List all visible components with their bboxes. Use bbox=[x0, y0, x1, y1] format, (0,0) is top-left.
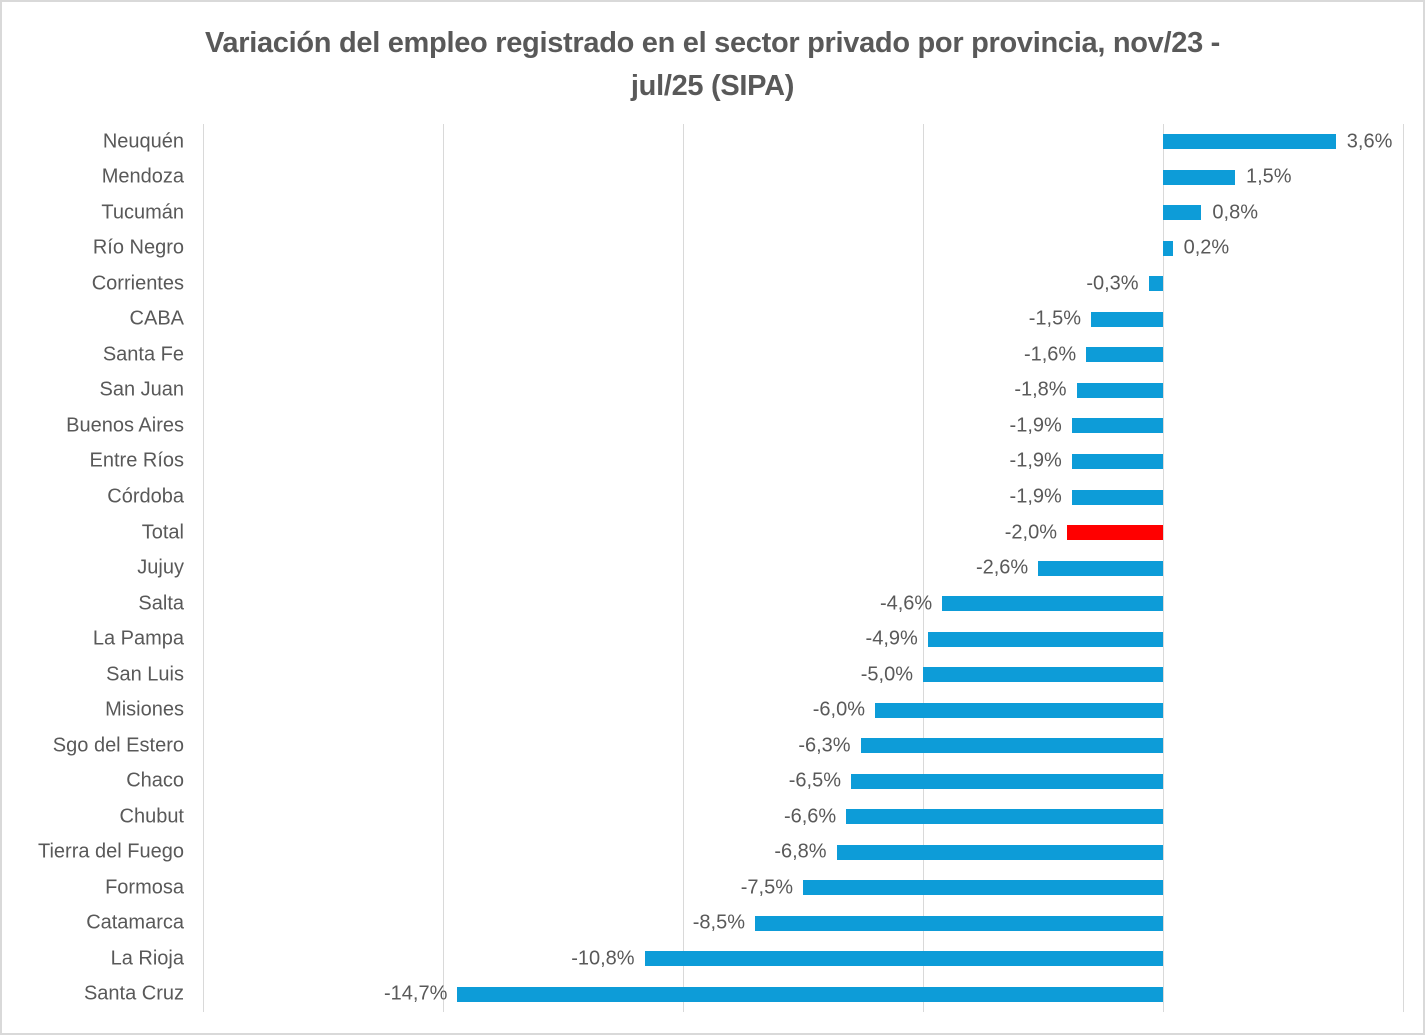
bar bbox=[1163, 169, 1235, 185]
bar bbox=[1071, 418, 1163, 434]
category-label: Catamarca bbox=[86, 911, 184, 934]
value-label: -1,6% bbox=[1023, 343, 1077, 366]
bar-total bbox=[1067, 525, 1163, 540]
gridline bbox=[203, 124, 204, 1012]
axis-zero-line bbox=[1163, 124, 1164, 1012]
value-label: -6,0% bbox=[812, 698, 865, 721]
value-label: -0,3% bbox=[1086, 272, 1139, 295]
bar bbox=[1038, 560, 1163, 576]
value-label: -1,9% bbox=[1009, 485, 1062, 508]
category-label: Jujuy bbox=[137, 556, 184, 579]
bar bbox=[1148, 276, 1163, 292]
value-label: -1,8% bbox=[1014, 378, 1067, 401]
value-label: 0,2% bbox=[1183, 236, 1230, 259]
category-label: Entre Ríos bbox=[89, 449, 184, 472]
value-label: -6,8% bbox=[774, 840, 827, 863]
value-label: -6,6% bbox=[783, 805, 837, 828]
value-label: -6,5% bbox=[788, 769, 841, 792]
bar bbox=[875, 702, 1163, 718]
chart-title: Variación del empleo registrado en el se… bbox=[2, 22, 1423, 108]
category-label: Chaco bbox=[126, 769, 184, 792]
bar bbox=[927, 631, 1163, 647]
category-label: Corrientes bbox=[91, 272, 184, 295]
value-label: -10,8% bbox=[571, 947, 635, 970]
gridline bbox=[443, 124, 444, 1012]
category-label: CABA bbox=[129, 307, 184, 330]
value-label: -1,9% bbox=[1009, 414, 1062, 437]
gridline bbox=[1403, 124, 1404, 1012]
category-label: Total bbox=[141, 521, 184, 543]
category-label: San Luis bbox=[106, 663, 184, 686]
category-label: Santa Cruz bbox=[83, 982, 184, 1005]
bar bbox=[803, 880, 1163, 896]
category-label: Santa Fe bbox=[102, 343, 184, 366]
category-label: La Pampa bbox=[92, 627, 184, 650]
category-label: Tierra del Fuego bbox=[38, 840, 184, 863]
category-label: Chubut bbox=[119, 805, 185, 828]
bar bbox=[1071, 489, 1163, 505]
chart-title-line-2: jul/25 (SIPA) bbox=[630, 70, 795, 102]
value-label: -2,6% bbox=[975, 556, 1029, 579]
category-label: Córdoba bbox=[107, 485, 184, 508]
bar bbox=[1071, 453, 1163, 469]
bar bbox=[1076, 382, 1163, 398]
category-label: Neuquén bbox=[102, 130, 184, 153]
value-label: -8,5% bbox=[692, 911, 745, 934]
bar bbox=[860, 738, 1163, 754]
value-label: -1,5% bbox=[1028, 307, 1081, 330]
category-label: La Rioja bbox=[110, 947, 184, 970]
bar bbox=[846, 809, 1163, 825]
chart-title-line-1: Variación del empleo registrado en el se… bbox=[204, 27, 1221, 59]
value-label: 0,8% bbox=[1212, 201, 1258, 224]
value-label: 1,5% bbox=[1246, 165, 1292, 188]
category-label: Río Negro bbox=[92, 236, 184, 259]
category-label: Buenos Aires bbox=[66, 414, 184, 437]
value-label: -4,9% bbox=[865, 627, 918, 650]
category-label: Formosa bbox=[105, 876, 184, 899]
value-label: -1,9% bbox=[1009, 449, 1062, 472]
value-label: -2,0% bbox=[1004, 521, 1057, 543]
bar bbox=[644, 951, 1163, 967]
bar bbox=[923, 667, 1163, 683]
category-label: Misiones bbox=[105, 698, 184, 721]
value-label: -6,3% bbox=[798, 734, 851, 757]
category-label: Tucumán bbox=[101, 201, 184, 224]
value-label: 3,6% bbox=[1346, 130, 1393, 153]
bar bbox=[1163, 134, 1336, 150]
value-label: -7,5% bbox=[740, 876, 793, 899]
value-label: -5,0% bbox=[860, 663, 913, 686]
bar bbox=[851, 773, 1163, 789]
category-label: Salta bbox=[138, 592, 184, 614]
bar bbox=[755, 915, 1163, 931]
bar bbox=[1091, 311, 1163, 327]
category-label: San Juan bbox=[99, 378, 184, 401]
bar bbox=[457, 986, 1163, 1002]
value-label: -14,7% bbox=[384, 982, 448, 1005]
bar bbox=[1086, 347, 1163, 363]
gridline bbox=[683, 124, 684, 1012]
value-label: -4,6% bbox=[879, 592, 933, 614]
category-label: Sgo del Estero bbox=[52, 734, 184, 757]
gridline bbox=[923, 124, 924, 1012]
bar bbox=[1163, 205, 1202, 221]
bar bbox=[836, 844, 1163, 860]
category-label: Mendoza bbox=[101, 165, 184, 188]
bar bbox=[942, 596, 1163, 611]
bar bbox=[1163, 240, 1173, 256]
